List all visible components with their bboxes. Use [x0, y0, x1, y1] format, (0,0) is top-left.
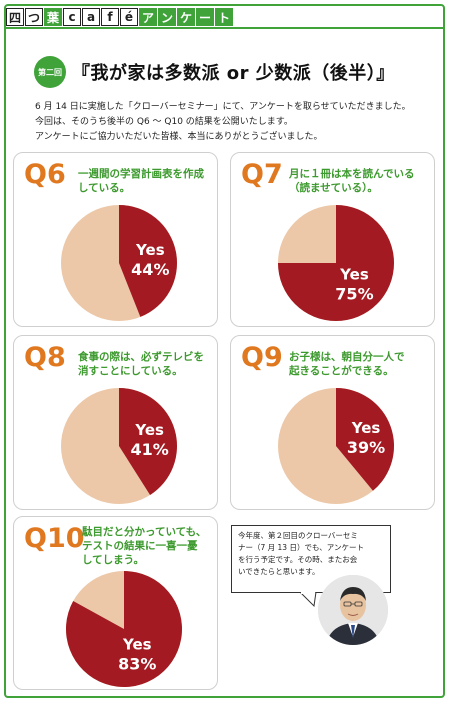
pie-label-value: 41% — [130, 440, 168, 459]
presenter-avatar — [318, 575, 388, 645]
episode-badge: 第二回 — [34, 56, 66, 88]
intro-line: 6 月 14 日に実施した「クローバーセミナー」にて、アンケートを取らせていただ… — [35, 102, 411, 112]
header-char: f — [101, 8, 119, 26]
card-q6: Q6 一週間の学習計画表を作成 している。 Yes 44% — [13, 152, 218, 327]
question-text-line: 食事の際は、必ずテレビを — [78, 351, 204, 363]
pie-label-yes: Yes — [135, 241, 165, 259]
header-char: ン — [158, 8, 176, 26]
question-number: Q6 — [24, 159, 66, 190]
bubble-line: 今年度、第２回目のクローバーセミ — [238, 531, 358, 540]
question-text: 月に１冊は本を読んでいる （読ませている）。 — [289, 167, 414, 195]
question-number: Q10 — [24, 523, 85, 554]
bubble-line: ナー（7 月 13 日）でも、アンケート — [238, 543, 364, 552]
question-text-line: テストの結果に一喜一憂 — [82, 540, 198, 552]
question-text-line: （読ませている）。 — [289, 182, 378, 194]
intro-line: 今回は、そのうち後半の Q6 ～ Q10 の結果を公開いたします。 — [35, 117, 293, 127]
pie-label-yes: Yes — [351, 419, 381, 437]
header-char: é — [120, 8, 138, 26]
intro-line: アンケートにご協力いただいた皆様、本当にありがとうございました。 — [35, 132, 323, 142]
header-char: c — [63, 8, 81, 26]
pie-label-value: 39% — [347, 438, 385, 457]
pie-label-yes: Yes — [339, 265, 369, 283]
question-text-line: 一週間の学習計画表を作成 — [78, 168, 204, 180]
header-logo: 四 つ 葉 c a f é ア ン ケ ー ト — [6, 6, 234, 28]
header-char: ー — [196, 8, 214, 26]
question-text: 食事の際は、必ずテレビを 消すことにしている。 — [78, 350, 204, 378]
question-text: 一週間の学習計画表を作成 している。 — [78, 167, 204, 195]
card-q7: Q7 月に１冊は本を読んでいる （読ませている）。 Yes 75% — [230, 152, 435, 327]
question-text-line: 消すことにしている。 — [78, 365, 183, 377]
header-char: ト — [215, 8, 233, 26]
intro-text: 6 月 14 日に実施した「クローバーセミナー」にて、アンケートを取らせていただ… — [35, 100, 435, 145]
pie-label-value: 83% — [118, 654, 156, 673]
title-row: 第二回 『我が家は多数派 or 少数派（後半）』 — [34, 56, 395, 88]
question-number: Q7 — [241, 159, 283, 190]
question-number: Q9 — [241, 342, 283, 373]
question-text-line: お子様は、朝自分一人で — [289, 351, 405, 363]
pie-slice-yes — [66, 571, 182, 687]
presenter-portrait-icon — [318, 575, 388, 645]
question-text: 駄目だと分かっていても、 テストの結果に一喜一憂 してしまう。 — [82, 525, 206, 567]
bubble-tail — [300, 592, 317, 608]
header-char: 葉 — [44, 8, 62, 26]
header-char: a — [82, 8, 100, 26]
question-text-line: してしまう。 — [82, 554, 145, 566]
header-char: つ — [25, 8, 43, 26]
card-q8: Q8 食事の際は、必ずテレビを 消すことにしている。 Yes 41% — [13, 335, 218, 510]
card-q9: Q9 お子様は、朝自分一人で 起きることができる。 Yes 39% — [230, 335, 435, 510]
pie-label-value: 44% — [131, 260, 169, 279]
pie-label-yes: Yes — [122, 635, 152, 653]
card-q10: Q10 駄目だと分かっていても、 テストの結果に一喜一憂 してしまう。 Yes 8… — [13, 516, 218, 690]
pie-slice-yes — [278, 205, 394, 321]
pie-label-value: 75% — [335, 284, 373, 303]
header-char: 四 — [6, 8, 24, 26]
header-rule — [6, 27, 444, 29]
pie-slice-yes — [119, 205, 177, 317]
pie-slice-yes — [119, 388, 178, 495]
page-title: 『我が家は多数派 or 少数派（後半）』 — [72, 63, 395, 84]
question-number: Q8 — [24, 342, 66, 373]
question-text: お子様は、朝自分一人で 起きることができる。 — [289, 350, 405, 378]
header-char: ケ — [177, 8, 195, 26]
pie-slice-yes — [336, 388, 394, 491]
bubble-line: を行う予定です。その時、またお会 — [238, 555, 358, 564]
question-text-line: 駄目だと分かっていても、 — [82, 526, 207, 538]
pie-label-yes: Yes — [134, 421, 164, 439]
question-text-line: している。 — [78, 182, 131, 194]
question-text-line: 起きることができる。 — [289, 365, 394, 377]
question-text-line: 月に１冊は本を読んでいる — [289, 168, 415, 180]
bubble-line: いできたらと思います。 — [238, 567, 320, 576]
header-char: ア — [139, 8, 157, 26]
